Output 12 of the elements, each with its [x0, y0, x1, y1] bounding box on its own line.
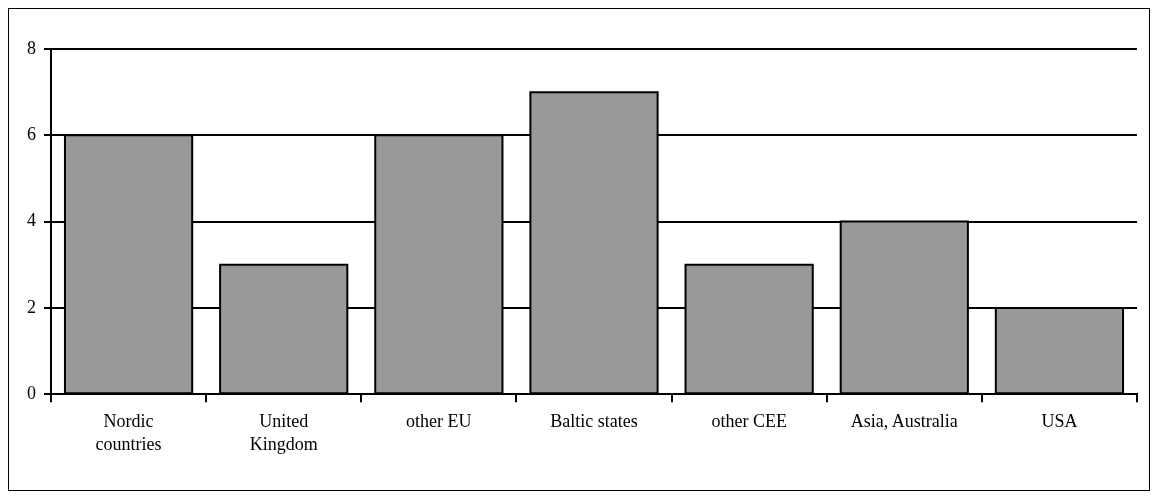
x-tick-label: USA [1041, 410, 1078, 431]
x-tick-label: other CEE [711, 410, 787, 431]
y-tick-label: 2 [27, 296, 36, 317]
y-tick-label: 4 [27, 210, 36, 231]
x-tick-label: Baltic states [550, 410, 638, 431]
x-tick-label: Nordic countries [95, 410, 162, 455]
x-tick-label: other EU [406, 410, 472, 431]
y-tick-label: 0 [27, 382, 36, 403]
y-tick-label: 6 [27, 124, 36, 145]
x-tick-label: United Kingdom [249, 410, 318, 455]
y-tick-label: 8 [27, 37, 36, 58]
x-tick-label: Asia, Australia [850, 410, 958, 431]
